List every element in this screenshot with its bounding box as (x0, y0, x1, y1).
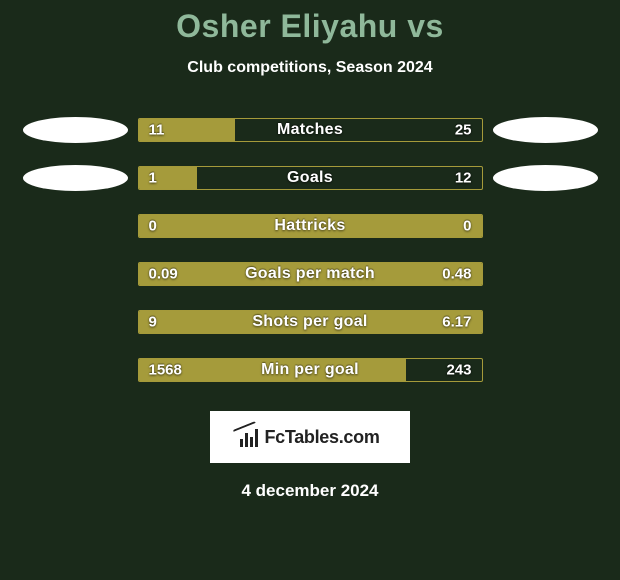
value-right: 25 (455, 122, 472, 139)
value-right: 12 (455, 170, 472, 187)
value-right: 0 (463, 218, 471, 235)
comparison-chart: 11 25 Matches 1 12 Goals 0 0 Hattricks 0.09 0.48 Go… (0, 117, 620, 405)
value-left: 0 (149, 218, 157, 235)
player-left-marker (23, 117, 128, 143)
bar-segment-left (139, 167, 197, 189)
value-left: 1 (149, 170, 157, 187)
value-left: 11 (149, 122, 165, 139)
stat-row: 9 6.17 Shots per goal (0, 309, 620, 335)
subtitle: Club competitions, Season 2024 (187, 59, 432, 77)
value-left: 0.09 (149, 266, 178, 283)
stat-row: 1568 243 Min per goal (0, 357, 620, 383)
player-left-marker (23, 165, 128, 191)
chart-icon (240, 427, 258, 447)
stat-label: Matches (277, 121, 343, 139)
stat-row: 1 12 Goals (0, 165, 620, 191)
stat-bar: 1 12 Goals (138, 166, 483, 190)
stat-bar: 1568 243 Min per goal (138, 358, 483, 382)
stat-label: Goals per match (245, 265, 375, 283)
stat-bar: 9 6.17 Shots per goal (138, 310, 483, 334)
stat-row: 11 25 Matches (0, 117, 620, 143)
date-label: 4 december 2024 (241, 481, 378, 501)
stat-label: Min per goal (261, 361, 359, 379)
stat-row: 0 0 Hattricks (0, 213, 620, 239)
page-title: Osher Eliyahu vs (176, 8, 444, 45)
value-left: 9 (149, 314, 157, 331)
stat-label: Shots per goal (252, 313, 367, 331)
bar-segment-right (235, 119, 482, 141)
stat-bar: 0.09 0.48 Goals per match (138, 262, 483, 286)
player-right-marker (493, 117, 598, 143)
stat-bar: 0 0 Hattricks (138, 214, 483, 238)
logo-text: FcTables.com (264, 427, 379, 448)
stat-label: Goals (287, 169, 333, 187)
value-right: 243 (446, 362, 471, 379)
bar-segment-right (197, 167, 482, 189)
fctables-logo: FcTables.com (210, 411, 410, 463)
stat-row: 0.09 0.48 Goals per match (0, 261, 620, 287)
stat-bar: 11 25 Matches (138, 118, 483, 142)
player-right-marker (493, 165, 598, 191)
value-right: 0.48 (442, 266, 471, 283)
value-left: 1568 (149, 362, 182, 379)
stat-label: Hattricks (274, 217, 345, 235)
value-right: 6.17 (442, 314, 471, 331)
